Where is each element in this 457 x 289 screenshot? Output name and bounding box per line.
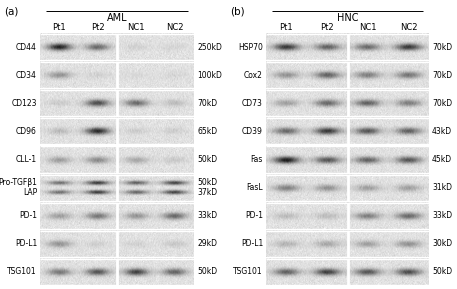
Text: 70kD: 70kD [432,42,452,51]
Text: CD96: CD96 [16,127,37,136]
Text: 33kD: 33kD [432,211,452,220]
Text: 250kD: 250kD [197,42,222,51]
Text: 33kD: 33kD [197,211,217,220]
Text: 50kD: 50kD [197,267,217,277]
Text: Pt2: Pt2 [320,23,334,32]
Text: 70kD: 70kD [432,99,452,108]
Text: TSG101: TSG101 [234,267,263,277]
Text: NC2: NC2 [166,23,184,32]
Text: CD123: CD123 [11,99,37,108]
Text: 37kD: 37kD [197,188,217,197]
Text: 70kD: 70kD [197,99,217,108]
Text: Pt2: Pt2 [91,23,105,32]
Text: 50kD: 50kD [197,178,217,187]
Text: NC1: NC1 [359,23,377,32]
Text: TSG101: TSG101 [7,267,37,277]
Text: CLL-1: CLL-1 [16,155,37,164]
Text: 43kD: 43kD [432,127,452,136]
Text: Pt1: Pt1 [53,23,66,32]
Text: 29kD: 29kD [197,239,217,248]
Text: NC2: NC2 [400,23,417,32]
Text: (b): (b) [230,7,244,17]
Text: 45kD: 45kD [432,155,452,164]
Text: CD34: CD34 [16,71,37,80]
Text: CD73: CD73 [242,99,263,108]
Text: PD-L1: PD-L1 [241,239,263,248]
Text: CD44: CD44 [16,42,37,51]
Text: Fas: Fas [250,155,263,164]
Text: CD39: CD39 [242,127,263,136]
Text: Cox2: Cox2 [244,71,263,80]
Text: AML: AML [106,13,128,23]
Text: Pro-TGFβ1
LAP: Pro-TGFβ1 LAP [0,178,37,197]
Text: NC1: NC1 [128,23,145,32]
Text: 65kD: 65kD [197,127,217,136]
Text: 50kD: 50kD [432,267,452,277]
Text: 70kD: 70kD [432,71,452,80]
Text: PD-1: PD-1 [245,211,263,220]
Text: HNC: HNC [337,13,358,23]
Text: PD-1: PD-1 [19,211,37,220]
Text: (a): (a) [4,7,18,17]
Text: PD-L1: PD-L1 [15,239,37,248]
Text: 100kD: 100kD [197,71,222,80]
Text: HSP70: HSP70 [238,42,263,51]
Text: Pt1: Pt1 [280,23,293,32]
Text: 30kD: 30kD [432,239,452,248]
Text: 50kD: 50kD [197,155,217,164]
Text: FasL: FasL [246,183,263,192]
Text: 31kD: 31kD [432,183,452,192]
